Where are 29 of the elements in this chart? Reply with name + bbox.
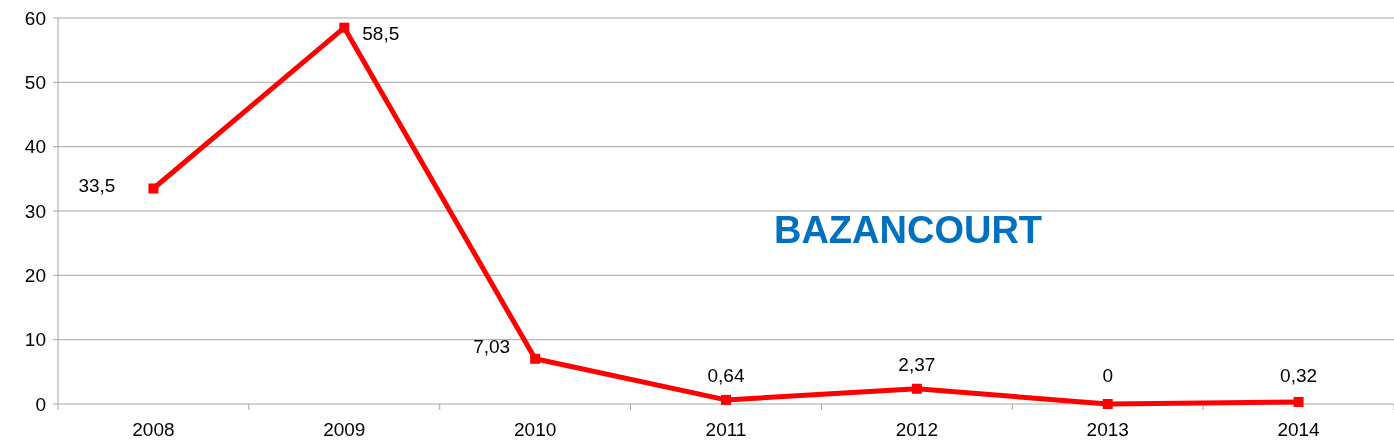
x-tick-label: 2014: [1277, 419, 1321, 440]
y-tick-label: 10: [24, 329, 46, 351]
y-tick-label: 50: [24, 71, 46, 93]
data-label: 2,37: [898, 353, 936, 375]
y-tick-label: 60: [24, 7, 46, 29]
point: [339, 22, 350, 33]
y-tick-label: 30: [24, 200, 46, 222]
point: [721, 394, 731, 405]
data-label: 58,5: [362, 22, 400, 44]
point: [148, 183, 159, 194]
data-label: 0: [1102, 365, 1113, 386]
data-label: 0,64: [707, 364, 745, 386]
data-label: 0,32: [1280, 364, 1318, 386]
x-tick-label: 2011: [705, 419, 747, 440]
x-tick-label: 2012: [895, 419, 938, 440]
point: [530, 353, 541, 364]
x-tick-label: 2008: [132, 419, 175, 440]
x-tick-label: 2010: [514, 419, 557, 440]
point: [1102, 399, 1113, 409]
point: [1293, 396, 1304, 407]
data-label: 7,03: [473, 335, 511, 357]
text: BAZANCOURT: [773, 209, 1043, 251]
y-tick-label: 20: [24, 264, 46, 286]
x-tick-label: 2013: [1086, 419, 1129, 440]
point: [911, 383, 922, 394]
y-tick-label: 0: [35, 393, 46, 415]
data-label: 33,5: [78, 175, 116, 197]
x-tick-label: 2009: [323, 419, 366, 440]
y-tick-label: 40: [24, 136, 46, 158]
